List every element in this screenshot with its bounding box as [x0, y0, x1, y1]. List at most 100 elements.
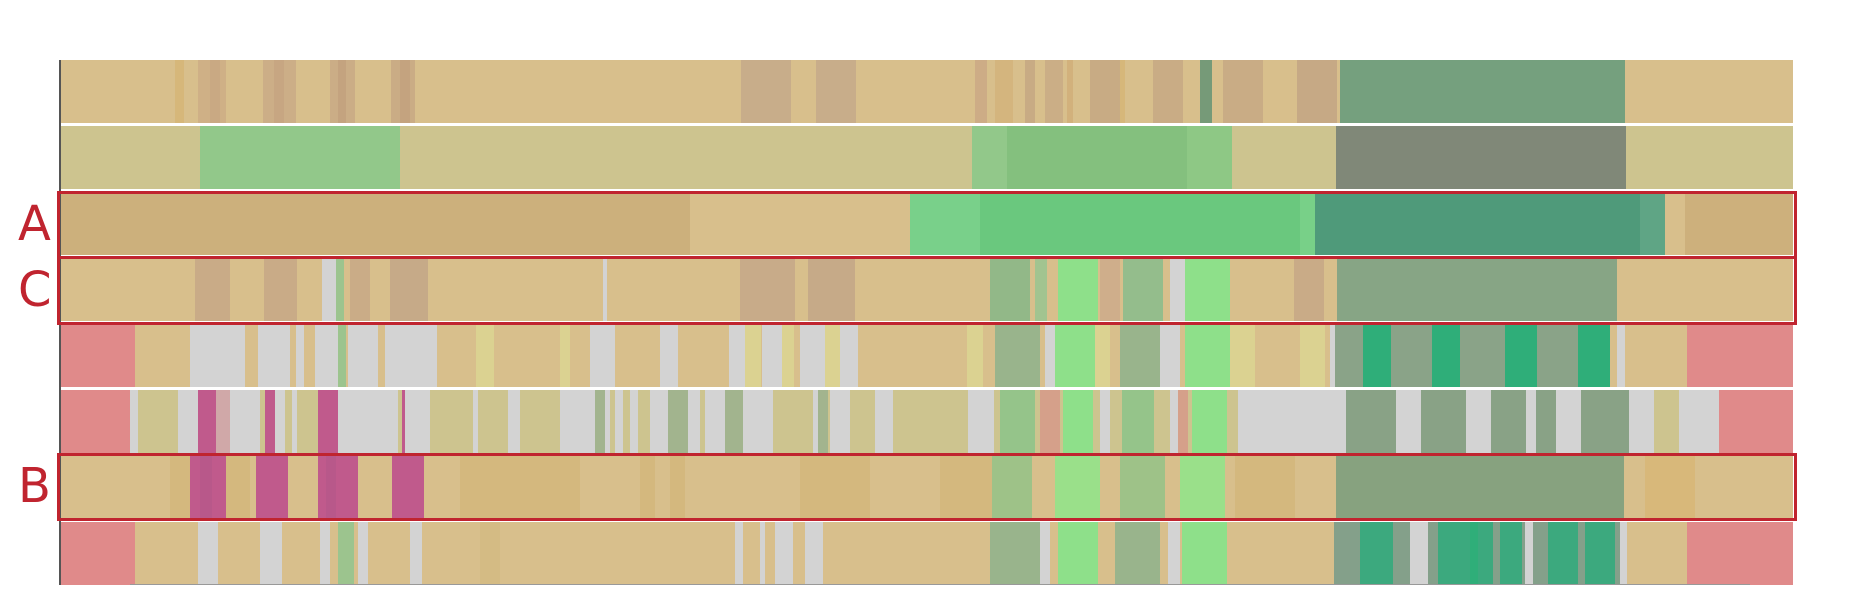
- track-segment: [198, 522, 218, 585]
- track-segment: [338, 60, 346, 123]
- highlight-box-a: [57, 191, 1797, 259]
- track-segment: [1300, 324, 1325, 387]
- track-segment: [1025, 60, 1035, 123]
- track-segment: [1491, 390, 1526, 453]
- track-segment: [992, 456, 1032, 519]
- track-segment: [1336, 126, 1626, 189]
- track-segment: [1055, 456, 1100, 519]
- track-segment: [1340, 60, 1625, 123]
- track-segment: [264, 258, 297, 321]
- track-segment: [995, 60, 1013, 123]
- track-segment: [1466, 390, 1491, 453]
- track-segment: [1040, 522, 1050, 585]
- track-segment: [1095, 324, 1110, 387]
- track-segment: [402, 390, 405, 453]
- track-segment: [338, 324, 346, 387]
- track-segment: [1223, 60, 1263, 123]
- track-segment: [178, 390, 198, 453]
- track-segment: [296, 324, 304, 387]
- track-segment: [1556, 390, 1581, 453]
- track-2: [60, 126, 1793, 189]
- track-segment: [358, 522, 368, 585]
- track-segment: [480, 522, 500, 585]
- track-segment: [1180, 456, 1225, 519]
- track-5: [60, 324, 1793, 387]
- track-segment: [1620, 522, 1627, 585]
- track-segment: [800, 456, 870, 519]
- row-label-b: B: [18, 458, 51, 514]
- track-segment: [560, 390, 595, 453]
- track-segment: [190, 324, 245, 387]
- track-segment: [967, 324, 983, 387]
- track-segment: [1526, 390, 1536, 453]
- track-3: [60, 192, 1793, 255]
- track-segment: [670, 456, 685, 519]
- track-segment: [816, 60, 856, 123]
- track-segment: [1058, 522, 1098, 585]
- track-segment: [830, 390, 850, 453]
- track-segment: [1168, 522, 1180, 585]
- track-segment: [1330, 324, 1335, 387]
- track-segment: [1687, 324, 1793, 387]
- track-segment: [813, 390, 818, 453]
- track-segment: [473, 390, 478, 453]
- track-segment: [1396, 390, 1421, 453]
- track-segment: [975, 60, 987, 123]
- track-segment: [195, 258, 230, 321]
- track-segment: [1548, 522, 1578, 585]
- track-segment: [200, 456, 212, 519]
- track-segment: [1192, 390, 1227, 453]
- track-segment: [1410, 522, 1428, 585]
- track-segment: [1170, 258, 1185, 321]
- track-segment: [1170, 390, 1178, 453]
- track-segment: [660, 324, 678, 387]
- track-segment: [210, 60, 220, 123]
- track-segment: [318, 390, 338, 453]
- track-segment: [1000, 390, 1035, 453]
- track-segment: [392, 456, 424, 519]
- track-segment: [1238, 390, 1346, 453]
- track-segment: [1505, 324, 1537, 387]
- track-segment: [1187, 126, 1232, 189]
- track-segment: [1090, 60, 1120, 123]
- track-segment: [1045, 324, 1055, 387]
- track-segment: [274, 60, 284, 123]
- track-segment: [1120, 60, 1125, 123]
- track-segment: [735, 522, 743, 585]
- track-segment: [782, 324, 794, 387]
- track-segment: [990, 258, 1030, 321]
- track-segment: [818, 390, 828, 453]
- track-segment: [1040, 390, 1060, 453]
- track-segment: [1122, 390, 1154, 453]
- track-segment: [1679, 390, 1719, 453]
- track-segment: [320, 522, 330, 585]
- track-6: [60, 390, 1793, 453]
- track-segment: [1300, 192, 1315, 255]
- track-segment: [1007, 126, 1187, 189]
- track-segment: [265, 390, 275, 453]
- track-segment: [1200, 60, 1212, 123]
- track-segment: [630, 390, 638, 453]
- track-segment: [1123, 258, 1163, 321]
- track-segment: [400, 60, 410, 123]
- track-segment: [256, 456, 288, 519]
- track-segment: [595, 390, 605, 453]
- track-segment: [258, 324, 290, 387]
- track-segment: [825, 324, 840, 387]
- track-segment: [230, 390, 260, 453]
- highlight-box-b: [57, 453, 1797, 521]
- track-segment: [980, 192, 1300, 255]
- track-segment: [1438, 522, 1493, 585]
- track-segment: [1058, 258, 1098, 321]
- track-segment: [1585, 522, 1615, 585]
- track-segment: [668, 390, 688, 453]
- track-segment: [1115, 522, 1160, 585]
- track-segment: [385, 324, 437, 387]
- track-segment: [775, 522, 793, 585]
- track-segment: [1100, 390, 1110, 453]
- track-segment: [1067, 60, 1073, 123]
- track-segment: [1235, 456, 1295, 519]
- track-segment: [1645, 456, 1695, 519]
- track-segment: [338, 522, 354, 585]
